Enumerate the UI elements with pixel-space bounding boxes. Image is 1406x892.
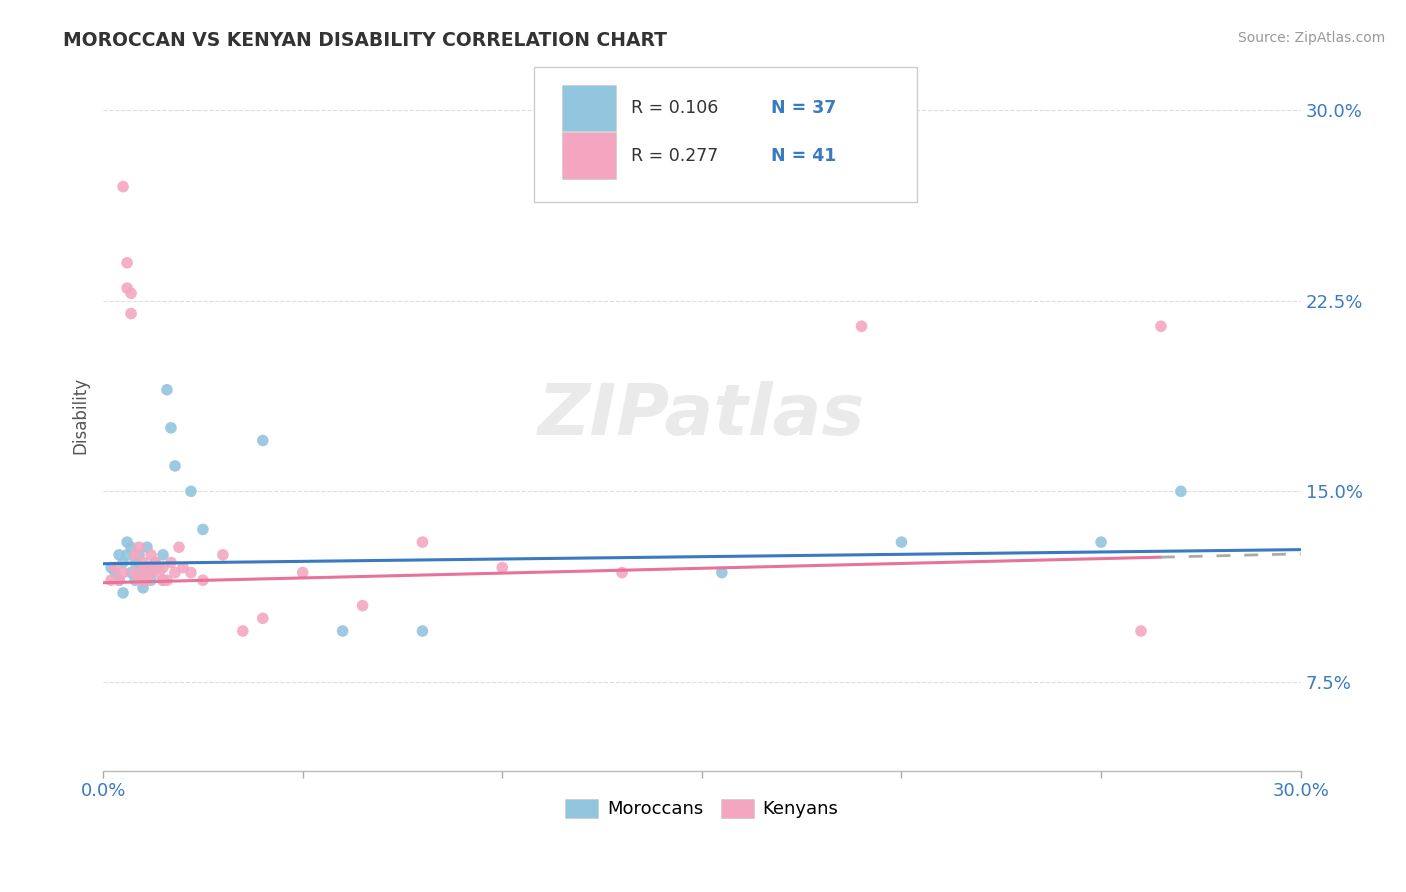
Point — [128, 560, 150, 574]
Point — [112, 586, 135, 600]
Point — [128, 573, 150, 587]
Text: R = 0.277: R = 0.277 — [631, 146, 718, 165]
Point — [152, 560, 174, 574]
Point — [124, 566, 146, 580]
Point — [411, 624, 433, 638]
Point — [139, 548, 162, 562]
Point — [143, 556, 166, 570]
Point — [112, 179, 135, 194]
Point — [108, 548, 131, 562]
Text: R = 0.106: R = 0.106 — [631, 99, 718, 117]
Point — [152, 573, 174, 587]
Point — [191, 523, 214, 537]
Legend: Moroccans, Kenyans: Moroccans, Kenyans — [558, 791, 846, 826]
Point — [104, 566, 127, 580]
Point — [124, 556, 146, 570]
Point — [136, 573, 159, 587]
Point — [115, 281, 138, 295]
Point — [156, 383, 179, 397]
Point — [163, 458, 186, 473]
Text: ZIPatlas: ZIPatlas — [538, 381, 866, 450]
Point — [128, 540, 150, 554]
Point — [120, 540, 142, 554]
Point — [136, 540, 159, 554]
Point — [128, 548, 150, 562]
Point — [132, 556, 155, 570]
Point — [132, 566, 155, 580]
Point — [115, 256, 138, 270]
Point — [136, 560, 159, 574]
Point — [132, 566, 155, 580]
Point — [132, 581, 155, 595]
Point — [156, 573, 179, 587]
Point — [112, 556, 135, 570]
FancyBboxPatch shape — [562, 85, 616, 131]
Point — [132, 573, 155, 587]
Point — [152, 573, 174, 587]
FancyBboxPatch shape — [562, 133, 616, 178]
Point — [115, 548, 138, 562]
Text: Source: ZipAtlas.com: Source: ZipAtlas.com — [1237, 31, 1385, 45]
Point — [232, 624, 254, 638]
Point — [120, 307, 142, 321]
Point — [252, 434, 274, 448]
Point — [291, 566, 314, 580]
Point — [491, 560, 513, 574]
Point — [120, 566, 142, 580]
Point — [115, 535, 138, 549]
Y-axis label: Disability: Disability — [72, 376, 89, 454]
Point — [148, 566, 170, 580]
FancyBboxPatch shape — [534, 67, 918, 202]
Point — [1170, 484, 1192, 499]
Point — [104, 560, 127, 574]
Point — [120, 286, 142, 301]
Point — [124, 548, 146, 562]
Point — [112, 566, 135, 580]
Point — [163, 566, 186, 580]
Point — [167, 540, 190, 554]
Point — [148, 560, 170, 574]
Point — [180, 484, 202, 499]
Point — [160, 556, 183, 570]
Point — [890, 535, 912, 549]
Point — [191, 573, 214, 587]
Point — [100, 573, 122, 587]
Point — [139, 566, 162, 580]
Point — [136, 560, 159, 574]
Point — [252, 611, 274, 625]
Point — [710, 566, 733, 580]
Point — [1130, 624, 1153, 638]
Text: N = 37: N = 37 — [772, 99, 837, 117]
Point — [108, 573, 131, 587]
Point — [100, 560, 122, 574]
Point — [143, 556, 166, 570]
Point — [212, 548, 235, 562]
Point — [610, 566, 633, 580]
Text: MOROCCAN VS KENYAN DISABILITY CORRELATION CHART: MOROCCAN VS KENYAN DISABILITY CORRELATIO… — [63, 31, 668, 50]
Point — [180, 566, 202, 580]
Text: N = 41: N = 41 — [772, 146, 837, 165]
Point — [139, 566, 162, 580]
Point — [152, 548, 174, 562]
Point — [139, 573, 162, 587]
Point — [352, 599, 374, 613]
Point — [160, 421, 183, 435]
Point — [172, 560, 194, 574]
Point — [851, 319, 873, 334]
Point — [124, 573, 146, 587]
Point — [332, 624, 354, 638]
Point — [411, 535, 433, 549]
Point — [108, 573, 131, 587]
Point — [1150, 319, 1173, 334]
Point — [1090, 535, 1112, 549]
